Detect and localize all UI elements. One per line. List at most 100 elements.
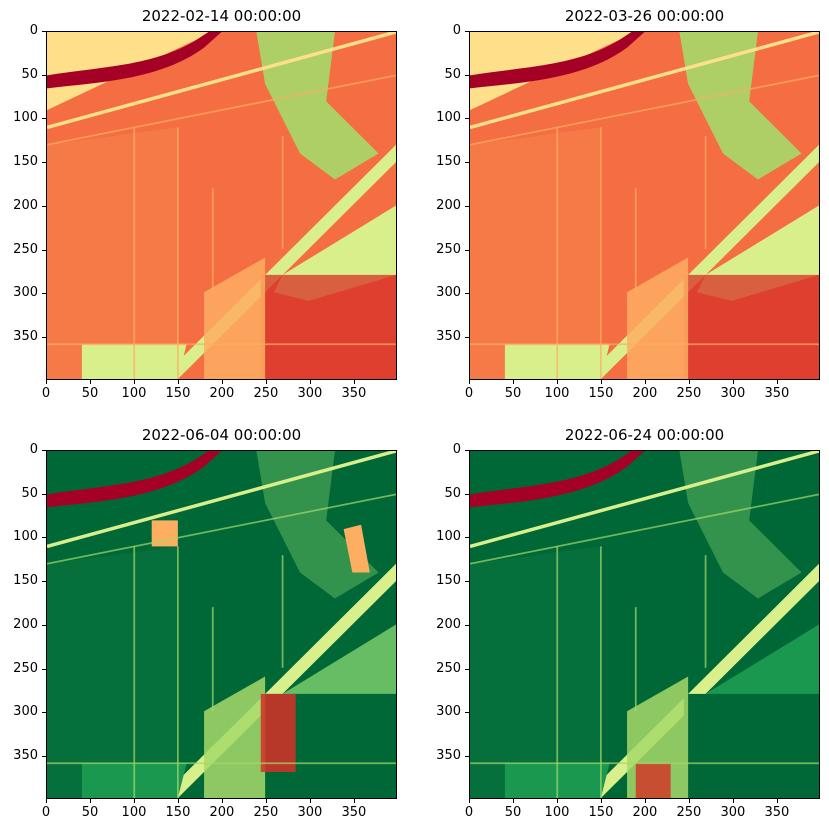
field-parcel (470, 451, 636, 530)
x-tick-label: 50 (81, 805, 99, 820)
x-tick-label: 250 (676, 805, 702, 820)
y-tick-label: 200 (436, 197, 461, 213)
y-tick-mark (42, 118, 46, 120)
y-tick-label: 200 (13, 197, 38, 213)
y-tick-mark (42, 205, 46, 207)
y-tick-label: 350 (13, 329, 38, 345)
bare-field (635, 763, 671, 798)
y-tick-mark (465, 493, 469, 495)
y-tick-mark (42, 337, 46, 339)
y-tick-label: 150 (13, 154, 38, 170)
y-tick-mark (42, 162, 46, 164)
x-tick-mark (177, 380, 179, 384)
x-tick-label: 150 (165, 805, 191, 820)
x-tick-mark (265, 799, 267, 803)
x-tick-mark (556, 380, 558, 384)
y-tick-label: 350 (436, 748, 461, 764)
highway (47, 451, 396, 549)
y-tick-mark (42, 756, 46, 758)
field-parcel (470, 127, 601, 379)
river-channel (47, 32, 222, 89)
y-tick-label: 150 (13, 573, 38, 589)
field-parcel (627, 257, 689, 379)
y-tick-mark (42, 581, 46, 583)
field-parcel (256, 32, 379, 180)
x-tick-mark (353, 799, 355, 803)
panel-title: 2022-03-26 00:00:00 (564, 7, 725, 25)
x-tick-mark (688, 380, 690, 384)
x-tick-label: 350 (341, 386, 367, 401)
x-tick-mark (89, 380, 91, 384)
y-tick-mark (465, 293, 469, 295)
x-tick-label: 200 (209, 805, 235, 820)
y-tick-mark (42, 712, 46, 714)
x-tick-mark (309, 799, 311, 803)
y-tick-label: 0 (29, 442, 38, 457)
x-tick-mark (89, 799, 91, 803)
x-tick-label: 100 (121, 386, 147, 401)
x-tick-mark (469, 799, 470, 803)
field-boundary (470, 493, 819, 565)
y-tick-label: 100 (436, 110, 461, 126)
x-tick-label: 150 (588, 386, 614, 401)
y-tick-mark (465, 537, 469, 539)
x-tick-mark (512, 380, 514, 384)
y-tick-label: 200 (13, 616, 38, 632)
y-tick-mark (465, 337, 469, 339)
x-tick-mark (776, 380, 778, 384)
satellite-image (470, 32, 819, 379)
x-tick-mark (177, 799, 179, 803)
field-boundary (47, 74, 396, 146)
x-tick-mark (600, 380, 602, 384)
x-tick-mark (265, 380, 267, 384)
x-tick-label: 50 (81, 386, 99, 401)
y-tick-mark (465, 205, 469, 207)
x-tick-mark (221, 799, 223, 803)
x-tick-label: 100 (121, 805, 147, 820)
x-tick-mark (309, 380, 311, 384)
field-parcel (683, 274, 819, 379)
y-tick-mark (42, 624, 46, 626)
field-parcel (204, 257, 266, 379)
x-tick-mark (512, 799, 514, 803)
y-tick-mark (465, 118, 469, 120)
y-tick-mark (465, 31, 469, 32)
x-tick-mark (46, 799, 47, 803)
field-parcel (204, 676, 266, 798)
x-tick-label: 250 (676, 386, 702, 401)
highway (470, 32, 819, 130)
x-tick-mark (688, 799, 690, 803)
y-tick-label: 250 (13, 241, 38, 257)
x-tick-mark (133, 799, 135, 803)
image-frame (469, 31, 820, 380)
x-tick-label: 0 (41, 386, 51, 401)
river-channel (47, 451, 222, 508)
y-tick-label: 50 (444, 66, 461, 82)
field-parcel (683, 693, 819, 798)
image-frame (469, 450, 820, 799)
y-tick-label: 250 (13, 660, 38, 676)
x-tick-mark (644, 380, 646, 384)
road-diagonal (583, 563, 819, 798)
field-parcel (609, 555, 706, 703)
x-tick-label: 100 (544, 805, 570, 820)
y-tick-label: 300 (436, 285, 461, 301)
x-tick-label: 300 (720, 805, 746, 820)
field-parcel (47, 546, 178, 798)
satellite-image (47, 32, 396, 379)
x-tick-label: 350 (764, 386, 790, 401)
y-tick-label: 350 (13, 748, 38, 764)
panel-title: 2022-02-14 00:00:00 (141, 7, 302, 25)
y-tick-label: 0 (29, 23, 38, 38)
y-tick-label: 200 (436, 616, 461, 632)
y-tick-label: 250 (436, 241, 461, 257)
field-boundary (470, 74, 819, 146)
field-parcel (470, 32, 636, 111)
satellite-image (47, 451, 396, 798)
y-tick-label: 350 (436, 329, 461, 345)
x-tick-label: 200 (209, 386, 235, 401)
y-tick-label: 0 (452, 23, 461, 38)
y-tick-label: 50 (21, 485, 38, 501)
y-tick-label: 250 (436, 660, 461, 676)
field-parcel (186, 555, 283, 703)
